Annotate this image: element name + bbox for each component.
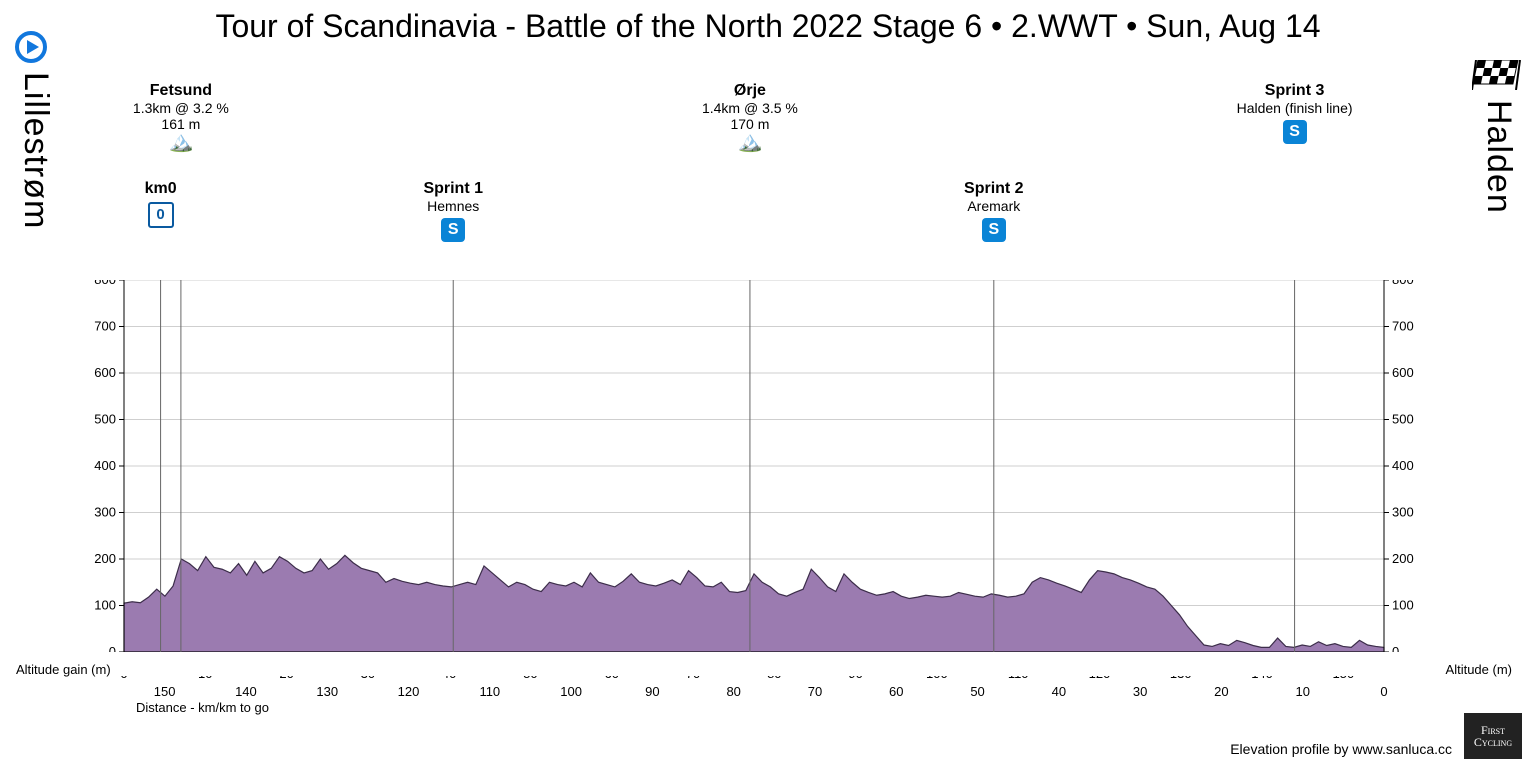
svg-text:150: 150 xyxy=(1333,676,1355,681)
svg-text:20: 20 xyxy=(279,676,293,681)
svg-text:0: 0 xyxy=(1392,644,1399,652)
svg-text:80: 80 xyxy=(767,676,781,681)
svg-text:60: 60 xyxy=(889,684,903,699)
svg-text:600: 600 xyxy=(94,365,116,380)
svg-text:30: 30 xyxy=(361,676,375,681)
marker-text: 1.3km @ 3.2 % xyxy=(91,100,271,116)
marker-text: Halden (finish line) xyxy=(1205,100,1385,116)
svg-text:100: 100 xyxy=(560,684,582,699)
svg-text:20: 20 xyxy=(1214,684,1228,699)
svg-text:130: 130 xyxy=(316,684,338,699)
marker-text: Aremark xyxy=(904,198,1084,214)
svg-text:130: 130 xyxy=(1170,676,1192,681)
marker-text: 161 m xyxy=(91,116,271,132)
svg-text:150: 150 xyxy=(154,684,176,699)
route-marker: Sprint 2Aremark S xyxy=(904,180,1084,242)
svg-text:200: 200 xyxy=(94,551,116,566)
route-marker: Ørje1.4km @ 3.5 %170 m🏔️ xyxy=(660,82,840,152)
svg-text:70: 70 xyxy=(808,684,822,699)
distance-remaining-axis: 0102030405060708090100110120130140150150… xyxy=(74,676,1434,706)
svg-text:300: 300 xyxy=(94,505,116,520)
marker-text: Hemnes xyxy=(363,198,543,214)
route-marker: Fetsund1.3km @ 3.2 %161 m🏔️ xyxy=(91,82,271,152)
svg-text:30: 30 xyxy=(1133,684,1147,699)
start-city-label: Lillestrøm xyxy=(16,72,55,229)
sprint-badge: S xyxy=(1283,120,1307,144)
svg-text:500: 500 xyxy=(94,412,116,427)
svg-text:700: 700 xyxy=(94,319,116,334)
logo-line2: Cycling xyxy=(1474,736,1512,748)
svg-text:120: 120 xyxy=(1089,676,1111,681)
km0-badge: 0 xyxy=(148,202,174,228)
marker-text: Sprint 1 xyxy=(363,180,543,198)
svg-text:10: 10 xyxy=(1295,684,1309,699)
svg-text:90: 90 xyxy=(645,684,659,699)
svg-text:140: 140 xyxy=(235,684,257,699)
marker-text: km0 xyxy=(71,180,251,198)
svg-text:120: 120 xyxy=(398,684,420,699)
svg-text:50: 50 xyxy=(523,676,537,681)
svg-text:40: 40 xyxy=(1052,684,1066,699)
credit-text: Elevation profile by www.sanluca.cc xyxy=(1230,741,1452,757)
route-marker: Sprint 1Hemnes S xyxy=(363,180,543,242)
svg-text:10: 10 xyxy=(198,676,212,681)
svg-text:50: 50 xyxy=(970,684,984,699)
marker-text: 1.4km @ 3.5 % xyxy=(660,100,840,116)
svg-text:700: 700 xyxy=(1392,319,1414,334)
svg-text:70: 70 xyxy=(686,676,700,681)
climb-icon: 🏔️ xyxy=(660,132,840,152)
altitude-gain-label: Altitude gain (m) xyxy=(16,662,111,677)
svg-text:300: 300 xyxy=(1392,505,1414,520)
svg-text:110: 110 xyxy=(479,684,500,699)
firstcycling-logo: First Cycling xyxy=(1464,713,1522,759)
marker-text: Sprint 2 xyxy=(904,180,1084,198)
elevation-chart: 0 0 100 100 200 200 300 300 400 400 500 500 600 600 70… xyxy=(74,280,1434,652)
svg-text:100: 100 xyxy=(926,676,948,681)
svg-text:200: 200 xyxy=(1392,551,1414,566)
svg-text:0: 0 xyxy=(109,644,116,652)
svg-text:100: 100 xyxy=(1392,598,1414,613)
page-title: Tour of Scandinavia - Battle of the Nort… xyxy=(0,8,1536,45)
svg-text:0: 0 xyxy=(120,676,127,681)
route-marker: km00 xyxy=(71,180,251,228)
svg-text:400: 400 xyxy=(1392,458,1414,473)
svg-text:0: 0 xyxy=(1380,684,1387,699)
svg-text:800: 800 xyxy=(1392,280,1414,287)
svg-text:140: 140 xyxy=(1251,676,1273,681)
svg-text:100: 100 xyxy=(94,598,116,613)
svg-text:60: 60 xyxy=(605,676,619,681)
svg-text:80: 80 xyxy=(726,684,740,699)
altitude-label: Altitude (m) xyxy=(1446,662,1512,677)
svg-text:110: 110 xyxy=(1008,676,1029,681)
sprint-badge: S xyxy=(982,218,1006,242)
svg-text:90: 90 xyxy=(848,676,862,681)
marker-text: Sprint 3 xyxy=(1205,82,1385,100)
svg-text:800: 800 xyxy=(94,280,116,287)
svg-text:40: 40 xyxy=(442,676,456,681)
marker-text: 170 m xyxy=(660,116,840,132)
svg-text:600: 600 xyxy=(1392,365,1414,380)
marker-text: Fetsund xyxy=(91,82,271,100)
route-marker: Sprint 3Halden (finish line) S xyxy=(1205,82,1385,144)
start-play-icon xyxy=(14,30,48,69)
climb-icon: 🏔️ xyxy=(91,132,271,152)
finish-flag-icon xyxy=(1472,60,1522,95)
sprint-badge: S xyxy=(441,218,465,242)
svg-text:500: 500 xyxy=(1392,412,1414,427)
marker-text: Ørje xyxy=(660,82,840,100)
finish-city-label: Halden xyxy=(1479,100,1518,214)
svg-text:400: 400 xyxy=(94,458,116,473)
